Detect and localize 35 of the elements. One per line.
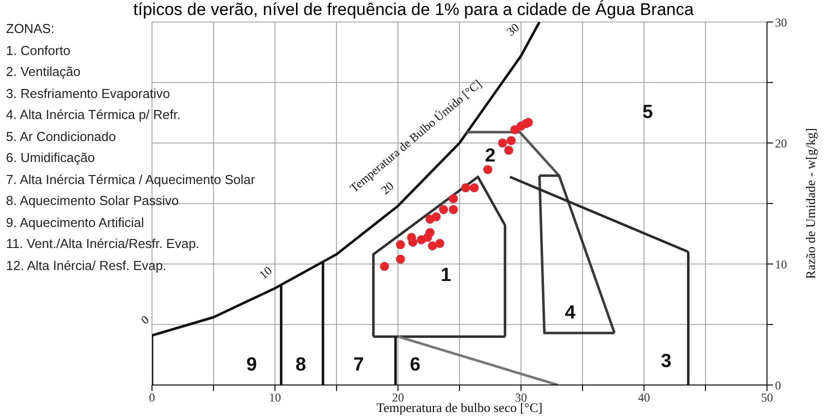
x-tick-label: 10 <box>269 390 281 405</box>
text: 0 <box>138 312 152 328</box>
x-tick-label: 50 <box>761 390 773 405</box>
y-tick-label: 30 <box>775 15 787 30</box>
y-tick-label: 20 <box>775 136 787 150</box>
annotation: 11. Vent./Alta Inércia/Resfr. Evap. <box>6 235 200 253</box>
text: 2. Ventilação <box>6 63 82 81</box>
y-tick-label: 10 <box>775 257 787 272</box>
annotation: 1 <box>440 265 452 286</box>
text: 9. Aquecimento Artificial <box>6 214 146 232</box>
annotation: 8. Aquecimento Solar Passivo <box>6 192 180 210</box>
x-tick-label: 0 <box>149 390 155 405</box>
x-tick-label: 40 <box>638 390 650 405</box>
annotation: 4. Alta Inércia Térmica p/ Refr. <box>6 106 182 124</box>
annotation: 12. Alta Inércia/ Resf. Evap. <box>6 256 168 275</box>
annotation: 6 <box>410 354 421 376</box>
y-axis-title: Razão de Umidade - w[g/kg] <box>802 128 818 279</box>
text: 1. Conforto <box>6 42 72 60</box>
annotation: 9 <box>246 354 257 376</box>
annotation: 8 <box>296 354 306 376</box>
annotation: 3 <box>660 351 672 372</box>
annotation: 5 <box>642 102 654 123</box>
y-tick-label: 0 <box>775 378 781 392</box>
annotation: 7. Alta Inércia Térmica / Aquecimento Solar <box>6 170 256 189</box>
annotation: 3. Resfriamento Evaporativo <box>6 84 172 103</box>
annotation: 30 <box>504 20 522 39</box>
text: 5. Ar Condicionado <box>6 128 117 146</box>
text: ZONAS: <box>6 20 56 38</box>
annotation: 7 <box>353 354 364 376</box>
annotation: 10 <box>256 264 275 282</box>
annotation: 4 <box>564 302 576 324</box>
x-tick-label: 20 <box>392 390 404 405</box>
annotation: 2 <box>484 145 496 166</box>
text: 6. Umidificação <box>6 149 96 167</box>
chart-title: típicos de verão, nível de frequência de 1% para a cidade de Água Branca <box>133 0 694 19</box>
